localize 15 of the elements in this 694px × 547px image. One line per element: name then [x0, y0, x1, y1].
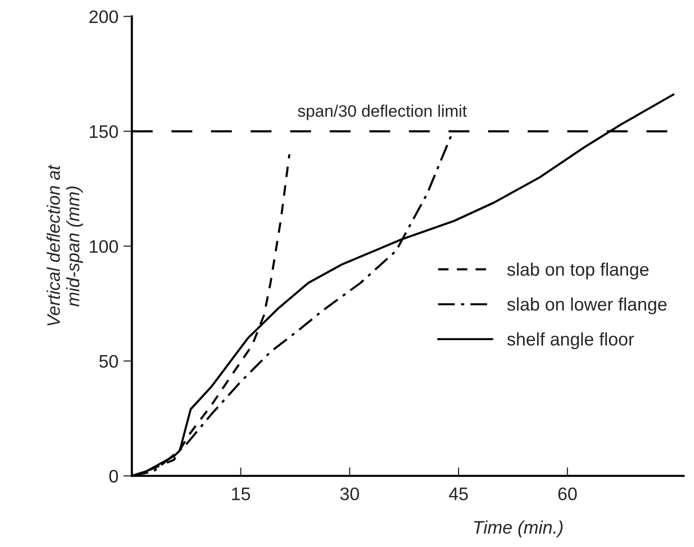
legend-label: slab on top flange [507, 262, 648, 280]
x-axis-title: Time (min.) [474, 520, 563, 538]
y-tick-label: 50 [99, 354, 118, 368]
y-axis-title: Vertical deflection at mid-span (mm) [46, 164, 83, 326]
y-tick-label: 150 [90, 125, 118, 138]
y-tick-label: 100 [90, 240, 118, 253]
x-tick-label: 45 [448, 488, 468, 500]
x-tick-label: 30 [340, 487, 359, 500]
y-tick-label: 0 [109, 470, 118, 483]
y-tick-label: 200 [89, 10, 118, 24]
ref-line-label: span/30 deflection limit [298, 104, 467, 120]
legend-label: shelf angle floor [507, 332, 634, 350]
x-tick-label: 15 [232, 488, 250, 500]
x-tick-label: 60 [558, 487, 577, 500]
legend-label: slab on lower flange [507, 297, 667, 314]
